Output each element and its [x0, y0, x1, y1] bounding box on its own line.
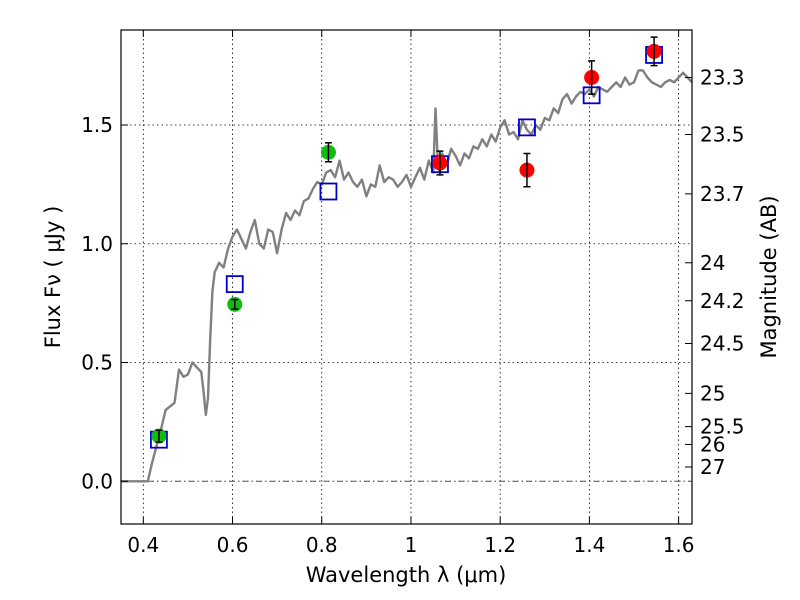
- sed-model-line: [121, 69, 693, 483]
- axis-ticks: 0.4 0.6 0.8 1 1.2 1.4 1.6 0.0 0.5 1.0 1.5 23.3 23.5 2…: [81, 30, 745, 557]
- model-photometry-square: [319, 182, 338, 201]
- model-photometry-square: [225, 275, 244, 294]
- x-tick-label: 0.6: [217, 533, 249, 557]
- right-tick-label: 26: [700, 432, 725, 456]
- x-tick-label: 1.6: [663, 533, 695, 557]
- x-tick-label: 0.8: [306, 533, 338, 557]
- right-tick-label: 23.7: [700, 182, 745, 206]
- model-photometry-square: [518, 118, 536, 137]
- x-tick-label: 1.4: [573, 533, 605, 557]
- x-tick-label: 1.2: [484, 533, 516, 557]
- right-tick-label: 23.3: [700, 66, 745, 90]
- plot-frame: [120, 29, 693, 525]
- y-axis-label: Flux Fν ( μJy ): [41, 206, 65, 349]
- plot-area: [121, 36, 693, 483]
- right-tick-label: 24.5: [700, 332, 745, 356]
- x-tick-label: 0.4: [127, 533, 159, 557]
- y-tick-label: 0.5: [81, 351, 113, 375]
- y-tick-label: 0.0: [81, 469, 113, 493]
- right-y-axis-label: Magnitude (AB): [757, 195, 781, 358]
- right-tick-label: 27: [700, 455, 725, 479]
- right-tick-label: 23.5: [700, 123, 745, 147]
- right-tick-label: 24: [700, 251, 725, 275]
- right-tick-label: 25.5: [700, 415, 745, 439]
- x-axis-label: Wavelength λ (μm): [306, 563, 507, 587]
- x-tick-label: 1: [405, 533, 418, 557]
- y-tick-label: 1.0: [81, 232, 113, 256]
- y-tick-label: 1.5: [81, 113, 113, 137]
- right-tick-label: 24.2: [700, 289, 745, 313]
- right-tick-label: 25: [700, 381, 725, 405]
